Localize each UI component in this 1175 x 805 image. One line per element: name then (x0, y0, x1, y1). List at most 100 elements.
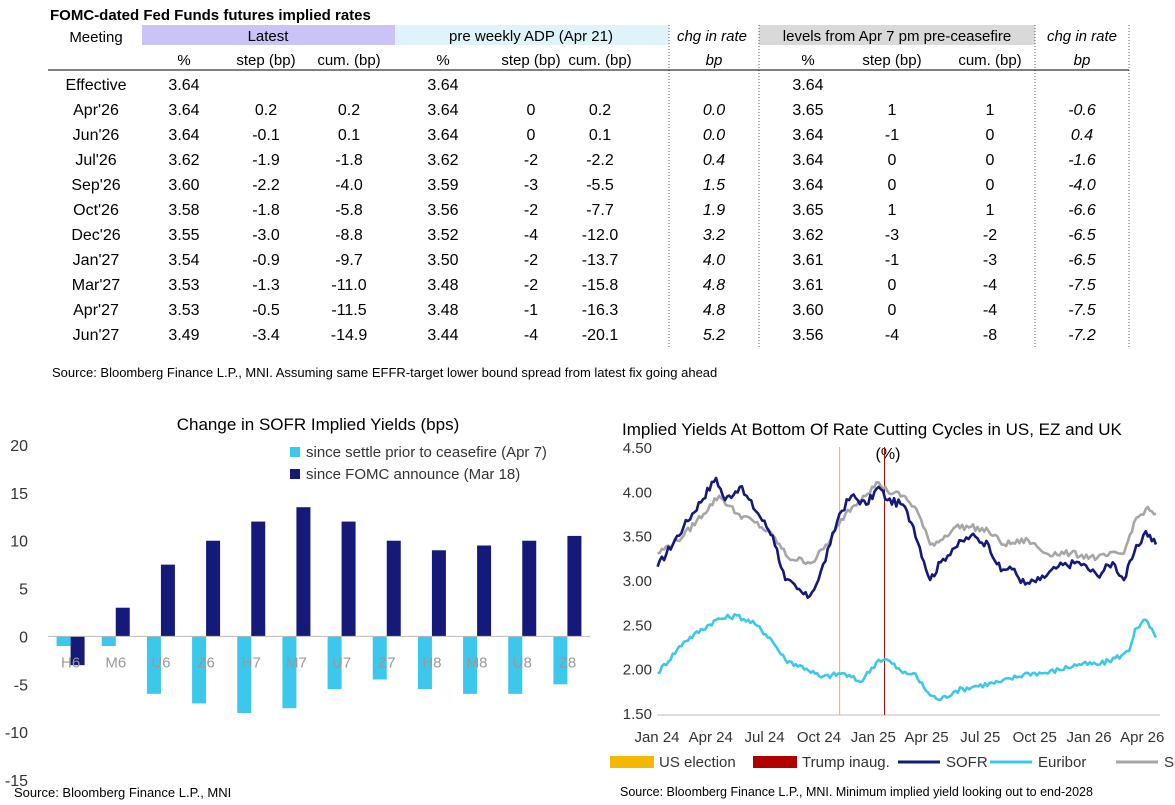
x-tick-label: Oct 24 (797, 729, 841, 746)
table-cell: -5.5 (586, 177, 614, 194)
table-cell: 4.0 (703, 252, 725, 269)
group-header: chg in rate (1047, 28, 1117, 45)
table-cell: 3.58 (168, 202, 199, 219)
meeting-header: Meeting (69, 29, 122, 46)
group-header: Latest (248, 28, 290, 45)
legend-swatch (610, 756, 654, 768)
table-cell: -4.0 (335, 177, 363, 194)
table-cell: 3.50 (427, 252, 458, 269)
legend-label: SOFR (946, 754, 988, 771)
table-cell: 0.1 (338, 127, 360, 144)
table-cell: -3 (524, 177, 538, 194)
group-header-bg (759, 25, 1035, 45)
table-cell: -0.5 (252, 302, 280, 319)
column-subheader: % (177, 52, 190, 69)
legend-label: SONIA (1164, 754, 1175, 771)
fed-funds-table: FOMC-dated Fed Funds futures implied rat… (48, 7, 1130, 380)
table-cell: 0 (888, 152, 897, 169)
bar (463, 636, 478, 694)
legend-swatch (753, 756, 797, 768)
y-tick-label: 15 (10, 486, 28, 503)
table-cell: -2 (983, 227, 997, 244)
bar (237, 636, 252, 713)
x-tick-label: Jul 24 (745, 729, 785, 746)
bar (553, 636, 568, 685)
table-cell: 3.60 (168, 177, 199, 194)
table-cell: 1.9 (703, 202, 725, 219)
table-cell: -4 (524, 227, 538, 244)
x-tick-label: Jan 26 (1067, 729, 1112, 746)
table-cell: -1.6 (1068, 152, 1096, 169)
row-label: Jan'27 (73, 252, 120, 269)
table-cell: -7.5 (1068, 302, 1096, 319)
bar (56, 636, 71, 646)
table-cell: 0 (527, 102, 536, 119)
table-title: FOMC-dated Fed Funds futures implied rat… (50, 7, 371, 24)
y-tick-label: 20 (10, 438, 28, 455)
table-cell: -4 (983, 302, 997, 319)
x-tick-label: H8 (422, 654, 441, 671)
table-cell: 0 (986, 177, 995, 194)
legend-label: since FOMC announce (Mar 18) (306, 466, 520, 483)
chart-title: Change in SOFR Implied Yields (bps) (177, 415, 460, 434)
unit-label: (%) (876, 446, 901, 463)
table-cell: -1.3 (252, 277, 280, 294)
bar (101, 636, 116, 646)
series-line-sofr (656, 476, 1158, 599)
table-cell: 0.2 (338, 102, 360, 119)
y-tick-label: 3.50 (623, 529, 652, 546)
group-header: pre weekly ADP (Apr 21) (449, 28, 613, 45)
table-cell: 0.0 (703, 127, 725, 144)
table-cell: -2 (524, 202, 538, 219)
line-chart-source: Source: Bloomberg Finance L.P., MNI. Min… (620, 785, 1093, 799)
chart-title: Implied Yields At Bottom Of Rate Cutting… (622, 420, 1122, 439)
x-tick-label: Apr 25 (904, 729, 948, 746)
table-cell: 3.48 (427, 277, 458, 294)
table-cell: 0.4 (703, 152, 725, 169)
column-subheader: cum. (bp) (958, 52, 1021, 69)
table-cell: -0.9 (252, 252, 280, 269)
series-line-euribor (657, 613, 1158, 701)
y-tick-label: 10 (10, 534, 28, 551)
table-cell: 3.64 (792, 127, 823, 144)
bar (251, 521, 266, 637)
x-tick-label: M7 (286, 654, 307, 671)
bar (192, 636, 207, 704)
table-cell: 0.2 (255, 102, 277, 119)
bar (146, 636, 161, 694)
table-cell: -11.0 (331, 277, 366, 294)
table-cell: 0.1 (589, 127, 611, 144)
table-cell: -7.7 (586, 202, 614, 219)
table-cell: -2.2 (252, 177, 280, 194)
table-cell: -1.9 (252, 152, 280, 169)
row-label: Apr'26 (73, 102, 119, 119)
x-tick-label: Jan 24 (634, 729, 679, 746)
table-cell: 3.53 (168, 277, 199, 294)
row-label: Mar'27 (72, 277, 121, 294)
table-cell: 0 (888, 177, 897, 194)
bar (508, 636, 523, 694)
bar (417, 636, 432, 690)
column-subheader: step (bp) (236, 52, 295, 69)
table-cell: 3.2 (703, 227, 725, 244)
table-cell: 0.4 (1071, 127, 1093, 144)
x-tick-label: U8 (513, 654, 532, 671)
x-tick-label: M6 (105, 654, 126, 671)
table-cell: 0 (888, 277, 897, 294)
table-cell: 3.52 (427, 227, 458, 244)
table-cell: -0.1 (252, 127, 280, 144)
legend-swatch (290, 469, 300, 479)
table-cell: 3.64 (168, 127, 199, 144)
table-cell: 3.54 (168, 252, 199, 269)
table-cell: 1 (888, 202, 897, 219)
x-tick-label: Oct 25 (1013, 729, 1057, 746)
y-tick-label: 2.50 (623, 617, 652, 634)
bar (431, 550, 446, 637)
legend-label: Trump inaug. (802, 754, 890, 771)
column-subheader: bp (1074, 52, 1091, 69)
table-cell: 0 (986, 152, 995, 169)
bar (477, 545, 492, 637)
group-header: chg in rate (677, 28, 747, 45)
bar (282, 636, 297, 709)
table-cell: 3.64 (427, 77, 458, 94)
